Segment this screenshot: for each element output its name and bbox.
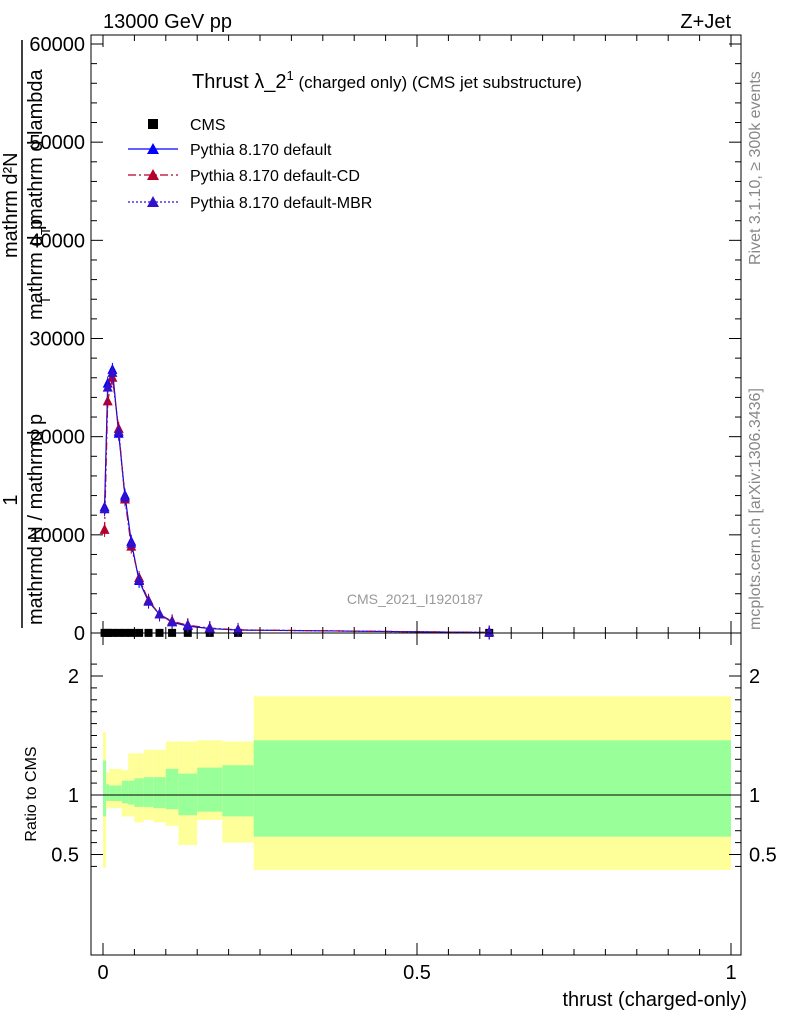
ratio-stat-band xyxy=(109,785,116,801)
series-line-2 xyxy=(103,377,490,634)
series-line-3 xyxy=(103,372,490,634)
ratio-stat-band xyxy=(165,768,179,810)
x-tick-label: 0.5 xyxy=(403,962,431,984)
ylabel-line1: 1 xyxy=(0,494,22,505)
ylabel-line2: mathrmd N / mathrmd p xyxy=(25,414,47,625)
series-marker xyxy=(484,626,495,637)
ratio-bands xyxy=(91,696,741,870)
series-marker xyxy=(113,425,124,436)
ratio-y-tick-label-right: 0.5 xyxy=(749,845,777,867)
legend-marker-cd xyxy=(147,169,159,180)
ratio-y-tick-label-right: 1 xyxy=(749,785,760,807)
legend-label-cd: Pythia 8.170 default-CD xyxy=(190,168,360,185)
main-series xyxy=(99,362,495,640)
ratio-frame xyxy=(90,632,742,956)
legend-marker-cms xyxy=(148,119,158,129)
ratio-stat-band xyxy=(197,767,223,812)
ratio-y-tick-label: 0.5 xyxy=(51,845,79,867)
header-left: 13000 GeV pp xyxy=(103,11,232,33)
main-frame xyxy=(90,34,742,634)
series-marker xyxy=(204,622,215,633)
main-title: Thrust λ_21 (charged only) (CMS jet subs… xyxy=(192,68,582,93)
main-title-sup: 1 xyxy=(286,68,293,83)
main-y-tick-label: 30000 xyxy=(29,329,85,351)
legend-label-cms: CMS xyxy=(190,117,226,134)
ylabel-line7: T xyxy=(38,227,53,235)
main-title-text: Thrust λ_2 xyxy=(192,71,286,93)
ratio-stat-band xyxy=(153,777,166,809)
legend-marker-default xyxy=(147,143,159,154)
main-y-tick-label: 40000 xyxy=(29,230,85,252)
ratio-stat-band xyxy=(128,780,135,805)
series-marker xyxy=(107,366,118,377)
side-label-top: Rivet 3.1.10, ≥ 300k events xyxy=(747,71,764,265)
series-marker xyxy=(119,491,130,502)
main-y-tick-label: 0 xyxy=(74,623,85,645)
x-tick-label: 0 xyxy=(97,962,108,984)
main-y-tick-label: 60000 xyxy=(29,34,85,56)
ratio-stat-band xyxy=(253,740,731,837)
series-marker xyxy=(134,573,145,584)
series-marker xyxy=(167,616,178,627)
main-y-tick-label: 20000 xyxy=(29,427,85,449)
series-marker xyxy=(143,595,154,606)
side-label-bottom: mcplots.cern.ch [arXiv:1306.3436] xyxy=(747,388,764,630)
ylabel-line3: mathrm d²N xyxy=(0,152,22,258)
ratio-stat-band xyxy=(178,773,198,816)
ylabel-line5: T xyxy=(38,296,53,304)
x-tick-label: 1 xyxy=(725,962,736,984)
main-title-rest: (charged only) (CMS jet substructure) xyxy=(294,73,582,92)
series-marker xyxy=(233,623,244,634)
x-axis-label: thrust (charged-only) xyxy=(562,989,747,1011)
series-marker xyxy=(126,537,137,548)
series-marker xyxy=(99,503,110,514)
ratio-y-tick-label-right: 2 xyxy=(749,666,760,688)
ratio-ylabel: Ratio to CMS xyxy=(23,746,40,841)
main-y-tick-label: 10000 xyxy=(29,525,85,547)
legend-label-mbr: Pythia 8.170 default-MBR xyxy=(190,195,372,212)
legend-marker-mbr xyxy=(147,196,159,207)
main-ylabel: 1 mathrmd N / mathrmd p mathrm d²N mathr… xyxy=(0,40,53,628)
legend-label-default: Pythia 8.170 default xyxy=(190,142,332,159)
ratio-y-tick-label: 2 xyxy=(68,666,79,688)
ratio-stat-band xyxy=(115,785,122,801)
ratio-stat-band xyxy=(143,777,154,807)
ratio-stat-band xyxy=(121,780,129,804)
series-marker xyxy=(99,523,110,534)
ratio-stat-band xyxy=(103,760,107,817)
series-marker xyxy=(154,608,165,619)
analysis-watermark: CMS_2021_I1920187 xyxy=(347,591,483,607)
series-marker xyxy=(182,619,193,630)
ratio-stat-band xyxy=(106,784,110,801)
legend: CMS Pythia 8.170 default Pythia 8.170 de… xyxy=(128,117,372,212)
ratio-stat-band xyxy=(222,765,254,817)
ratio-y-tick-label: 1 xyxy=(68,785,79,807)
ylabel-line6: mathrm d lambda xyxy=(25,69,47,225)
ratio-stat-band xyxy=(134,778,144,807)
series-marker xyxy=(102,381,113,392)
ylabel-line4: mathrm d p xyxy=(25,219,47,320)
header-right: Z+Jet xyxy=(680,11,731,33)
axes: 0 10000 20000 30000 40000 50000 60000 0 0.5 1 0.5 0… xyxy=(29,34,776,984)
main-y-tick-label: 50000 xyxy=(29,132,85,154)
